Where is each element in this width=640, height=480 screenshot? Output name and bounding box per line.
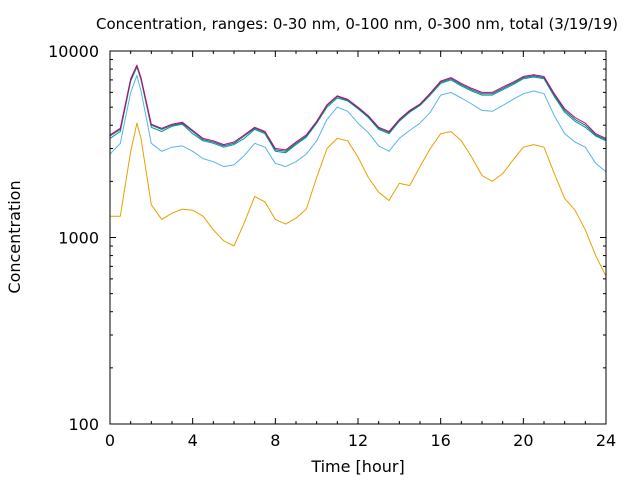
data-series	[109, 64, 607, 277]
plot-frame	[109, 50, 607, 425]
x-tick-label: 16	[430, 431, 450, 450]
x-axis-title: Time [hour]	[310, 457, 404, 476]
series-line-4	[109, 65, 607, 152]
y-axis-title: Concentration	[5, 180, 24, 293]
y-tick-label: 100	[68, 415, 99, 434]
chart-title: Concentration, ranges: 0-30 nm, 0-100 nm…	[96, 15, 618, 33]
series-line-5	[109, 64, 607, 151]
x-tick-label: 12	[348, 431, 368, 450]
series-line-3	[109, 66, 607, 154]
x-tick-label: 24	[596, 431, 616, 450]
y-tick-label: 10000	[48, 42, 99, 61]
y-tick-label: 1000	[58, 229, 99, 248]
x-tick-label: 0	[105, 431, 115, 450]
series-line-1	[110, 122, 607, 277]
x-tick-label: 4	[188, 431, 198, 450]
x-tick-label: 20	[513, 431, 533, 450]
series-line-2	[109, 74, 607, 173]
x-tick-label: 8	[270, 431, 280, 450]
axis-tick-labels: 0 4 8 12 16 20 24 100 1000 10000	[48, 42, 616, 450]
